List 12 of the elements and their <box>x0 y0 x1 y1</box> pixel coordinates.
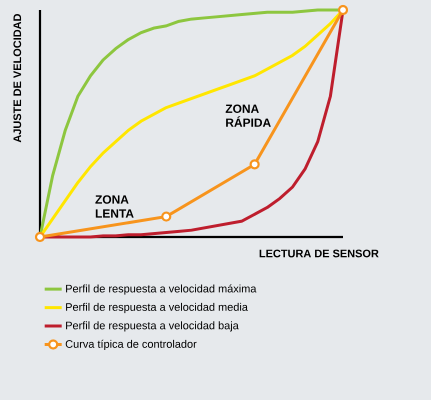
legend-label: Curva típica de controlador <box>66 340 197 350</box>
legend-label: Perfil de respuesta a velocidad baja <box>66 321 239 332</box>
point <box>161 211 172 222</box>
point <box>34 232 46 242</box>
legend-label: Perfil de respuesta a velocidad media <box>66 302 248 314</box>
annotation: ZONA RÁPIDA <box>226 104 271 127</box>
point <box>250 159 260 170</box>
point <box>338 4 348 16</box>
legend-label: Perfil de respuesta a velocidad máxima <box>66 284 256 295</box>
annotation: ZONA LENTA <box>95 195 134 218</box>
x-axis-title: LECTURA DE SENSOR <box>260 250 379 258</box>
y-axis-title: AJUSTE DE VELOCIDAD <box>13 14 22 142</box>
